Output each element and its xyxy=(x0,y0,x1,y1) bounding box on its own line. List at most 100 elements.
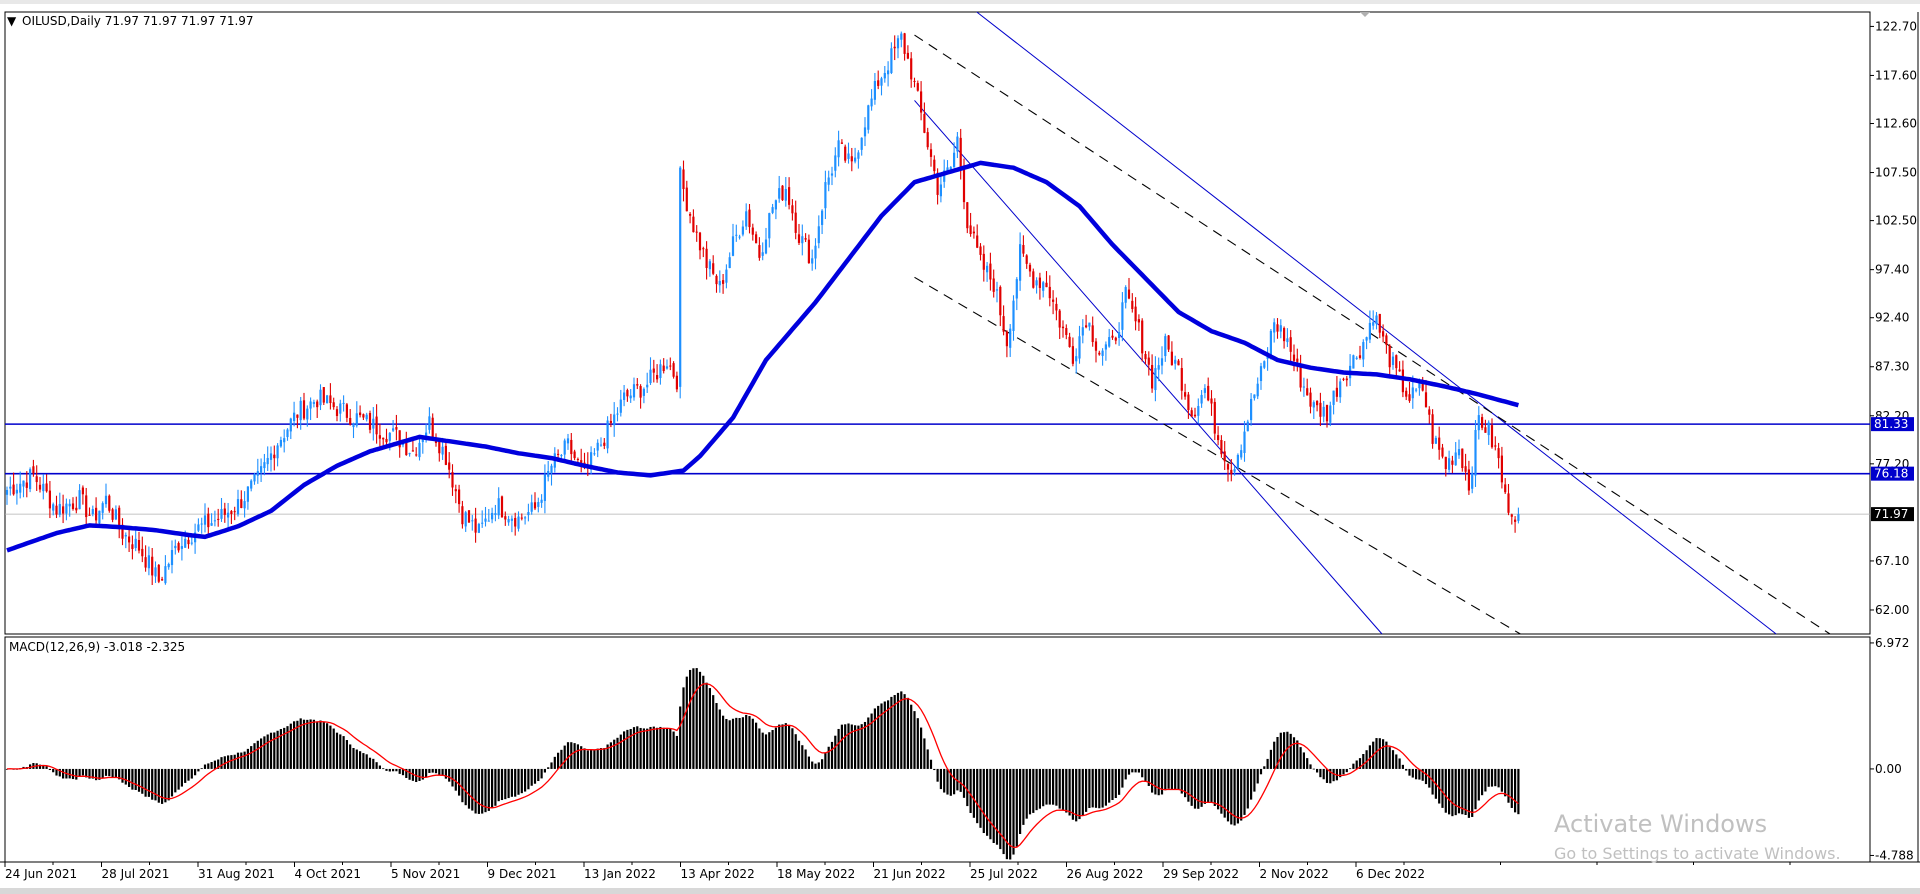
macd-bar xyxy=(1045,769,1047,805)
candle-body xyxy=(1029,265,1031,272)
candle-body xyxy=(1356,358,1358,359)
macd-bar xyxy=(333,729,335,769)
candle-body xyxy=(1092,325,1094,342)
candle-body xyxy=(392,428,394,430)
macd-bar xyxy=(541,769,543,778)
macd-bar xyxy=(1194,769,1196,809)
macd-bar xyxy=(537,769,539,781)
macd-bar xyxy=(191,769,193,779)
macd-bar xyxy=(1026,769,1028,819)
candle-body xyxy=(709,261,711,269)
candle-body xyxy=(1088,323,1090,327)
candle-body xyxy=(240,499,242,508)
macd-bar xyxy=(1465,769,1467,815)
candle-body xyxy=(286,430,288,437)
candle-body xyxy=(475,519,477,533)
price-tick-label: 117.60 xyxy=(1875,68,1917,82)
macd-bar xyxy=(927,749,929,769)
bottom-tab-strip xyxy=(0,888,1920,894)
macd-bar xyxy=(1059,769,1061,809)
macd-bar xyxy=(263,736,265,769)
macd-bar xyxy=(976,769,978,823)
candle-body xyxy=(329,395,331,403)
candle-body xyxy=(1276,324,1278,331)
macd-bar xyxy=(154,769,156,800)
macd-bar xyxy=(475,769,477,814)
macd-bar xyxy=(1366,750,1368,769)
macd-bar xyxy=(814,764,816,769)
candle-body xyxy=(1280,325,1282,331)
candle-body xyxy=(973,232,975,234)
candle-body xyxy=(1425,392,1427,407)
collapse-arrow-icon[interactable]: ▼ xyxy=(7,14,17,28)
candle-body xyxy=(455,489,457,491)
candle-body xyxy=(547,471,549,477)
macd-bar xyxy=(1349,768,1351,769)
macd-bar xyxy=(451,769,453,787)
candle-body xyxy=(1342,379,1344,380)
candle-body xyxy=(600,445,602,446)
candle-body xyxy=(1339,381,1341,397)
candle-body xyxy=(541,500,543,503)
candle-body xyxy=(791,205,793,213)
macd-bar xyxy=(267,734,269,768)
macd-bar xyxy=(1191,769,1193,806)
macd-bar xyxy=(1177,769,1179,790)
candle-body xyxy=(112,509,114,520)
macd-bar xyxy=(359,751,361,769)
candle-body xyxy=(732,236,734,256)
candle-body xyxy=(712,263,714,274)
time-tick-label: 28 Jul 2021 xyxy=(102,867,170,881)
candle-body xyxy=(1435,438,1437,444)
macd-bar xyxy=(1247,769,1249,809)
candle-body xyxy=(1303,387,1305,388)
candle-body xyxy=(290,419,292,432)
macd-bar xyxy=(748,716,750,769)
candle-body xyxy=(659,364,661,378)
macd-bar xyxy=(1342,769,1344,774)
macd-bar xyxy=(1065,769,1067,813)
macd-bar xyxy=(877,706,879,769)
candle-body xyxy=(1234,469,1236,472)
candle-body xyxy=(204,515,206,524)
macd-bar xyxy=(148,769,150,797)
candle-body xyxy=(359,413,361,416)
candle-body xyxy=(854,158,856,162)
candle-body xyxy=(115,509,117,519)
macd-bar xyxy=(1125,769,1127,779)
macd-bar xyxy=(220,757,222,769)
candle-body xyxy=(181,546,183,549)
price-pane[interactable] xyxy=(5,12,1870,634)
candle-body xyxy=(141,549,143,556)
candle-body xyxy=(481,523,483,524)
time-tick-label: 13 Jan 2022 xyxy=(584,867,656,881)
candle-body xyxy=(673,363,675,377)
macd-bar xyxy=(907,698,909,769)
macd-bar xyxy=(1389,747,1391,769)
macd-bar xyxy=(488,769,490,811)
macd-bar xyxy=(336,733,338,769)
macd-bar xyxy=(1095,769,1097,808)
candle-body xyxy=(762,252,764,256)
time-axis: 24 Jun 2021 28 Jul 2021 31 Aug 2021 4 Oct 2… xyxy=(5,862,1790,881)
macd-bar xyxy=(1511,769,1513,808)
candle-body xyxy=(504,516,506,519)
macd-bar xyxy=(108,769,110,776)
macd-bar xyxy=(682,687,684,769)
macd-bar xyxy=(1333,769,1335,781)
macd-title: MACD(12,26,9) -3.018 -2.325 xyxy=(9,640,185,654)
macd-bar xyxy=(1164,769,1166,790)
macd-bar xyxy=(1207,769,1209,803)
macd-bar xyxy=(517,769,519,795)
candle-body xyxy=(1059,311,1061,328)
macd-bar xyxy=(303,720,305,769)
candle-body xyxy=(801,236,803,243)
candle-body xyxy=(989,264,991,280)
candle-body xyxy=(1441,448,1443,457)
candle-body xyxy=(1022,245,1024,254)
macd-bar xyxy=(376,762,378,769)
candle-body xyxy=(1389,346,1391,368)
macd-bar xyxy=(316,721,318,769)
macd-bar xyxy=(649,727,651,769)
